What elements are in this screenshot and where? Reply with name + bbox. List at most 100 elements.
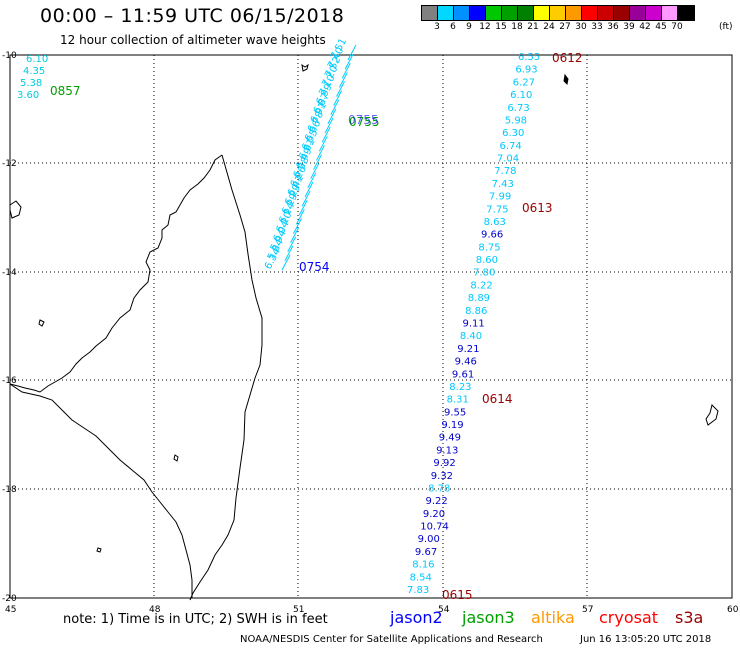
track-mark (315, 145, 325, 161)
wave-height-value: 6.34 (263, 247, 283, 272)
legend-label: 30 (575, 22, 587, 32)
legend-swatch (614, 6, 630, 20)
time-label-0614: 0614 (482, 392, 513, 406)
wave-height-value: 5.38 (20, 78, 42, 89)
legend-swatch (662, 6, 678, 20)
wave-height-value: 9.19 (441, 420, 463, 431)
wave-height-value: 9.11 (463, 319, 485, 330)
legend-label: 21 (527, 22, 539, 32)
wave-height-value: 8.60 (476, 255, 498, 266)
legend-swatch (502, 6, 518, 20)
madagascar-coastline (9, 63, 719, 601)
wave-height-value: 9.61 (452, 369, 474, 380)
track-mark (313, 154, 323, 170)
legend-swatch (438, 6, 454, 20)
track-mark (330, 99, 340, 116)
legend-unit: (ft) (719, 22, 733, 32)
legend-swatch (470, 6, 486, 20)
legend-swatch (454, 6, 470, 20)
satellite-jason2: jason2 (390, 608, 443, 627)
legend-label: 42 (639, 22, 651, 32)
legend-swatch (422, 6, 438, 20)
track-mark (304, 181, 314, 198)
legend-label: 45 (655, 22, 667, 32)
wave-height-value: 7.83 (407, 585, 429, 596)
track-mark (295, 209, 305, 225)
wave-height-value: 6.10 (26, 54, 48, 65)
track-mark (298, 199, 308, 216)
wave-height-value: 9.22 (426, 496, 448, 507)
wave-height-value: 7.78 (494, 166, 516, 177)
lon-tick-label: 60 (727, 605, 739, 615)
wave-height-value: 8.54 (410, 572, 432, 583)
satellite-altika: altika (531, 608, 575, 627)
time-label-0612: 0612 (552, 51, 583, 65)
legend-swatch (486, 6, 502, 20)
map-frame (9, 54, 733, 599)
track-mark (336, 81, 345, 97)
track-mark (293, 218, 302, 234)
wave-height-value: 4.35 (23, 66, 45, 77)
wave-height-value: 6.30 (502, 128, 524, 139)
legend-label: 9 (466, 22, 472, 32)
legend-swatch (582, 6, 598, 20)
track-mark (307, 172, 317, 189)
legend-swatch (646, 6, 662, 20)
satellite-pass-northwest: 6.104.355.383.60 (17, 54, 48, 101)
wave-height-value: 8.89 (468, 293, 490, 304)
time-label-0755-jason2: 0755 (348, 113, 379, 127)
map-title: 00:00 – 11:59 UTC 06/15/2018 (40, 5, 345, 27)
wave-height-value: 8.63 (484, 217, 506, 228)
legend-swatch (550, 6, 566, 20)
legend-swatch (534, 6, 550, 20)
legend-swatch (678, 6, 694, 20)
wave-height-value: 7.80 (473, 268, 495, 279)
track-mark (347, 44, 357, 61)
wave-height-value: 9.32 (431, 471, 453, 482)
lon-tick-label: 48 (149, 605, 161, 615)
lon-tick-label: 45 (5, 605, 16, 615)
lat-tick-label: -18 (2, 485, 17, 495)
legend-label: 27 (559, 22, 571, 32)
track-mark (290, 227, 300, 243)
graticule (10, 55, 732, 598)
wave-height-value: 7.75 (486, 204, 508, 215)
wave-height-value: 9.13 (436, 445, 458, 456)
wave-height-value: 5.98 (505, 115, 527, 126)
track-mark (310, 163, 320, 179)
wave-height-value: 7.04 (497, 154, 519, 165)
legend-label: 24 (543, 22, 555, 32)
lon-tick-label: 51 (293, 605, 304, 615)
track-mark (324, 117, 334, 134)
time-label-0754: 0754 (299, 260, 330, 274)
satellite-pass-west: 7.517.407.527.207.106.996.876.916.786.66… (263, 37, 357, 272)
satellite-s3a: s3a (675, 608, 704, 627)
wave-height-value: 10.74 (420, 522, 449, 533)
time-label-0615: 0615 (442, 588, 473, 602)
legend-label: 70 (671, 22, 683, 32)
wave-height-value: 9.67 (415, 547, 437, 558)
wave-height-value: 9.92 (433, 458, 455, 469)
legend-label: 6 (450, 22, 456, 32)
time-label-0613: 0613 (522, 201, 553, 215)
wave-height-value: 9.00 (418, 534, 440, 545)
lon-tick-label: 57 (582, 605, 593, 615)
wave-height-value: 8.75 (478, 242, 500, 253)
wave-height-value: 9.21 (457, 344, 479, 355)
legend-label: 12 (479, 22, 491, 32)
wave-height-value: 6.27 (513, 77, 535, 88)
satellite-jason3: jason3 (462, 608, 515, 627)
wave-height-value: 6.73 (507, 103, 529, 114)
wave-height-value: 9.20 (423, 509, 445, 520)
lon-tick-label: 54 (438, 605, 450, 615)
wave-height-value: 7.43 (492, 179, 514, 190)
wave-height-value: 8.16 (412, 560, 434, 571)
track-mark (344, 53, 354, 70)
wave-height-value: 9.55 (444, 407, 466, 418)
wave-height-value: 7.99 (489, 192, 511, 203)
wave-height-value: 6.10 (510, 90, 532, 101)
lat-tick-label: -10 (2, 51, 17, 61)
wave-height-color-legend (421, 5, 695, 21)
legend-label: 33 (591, 22, 603, 32)
